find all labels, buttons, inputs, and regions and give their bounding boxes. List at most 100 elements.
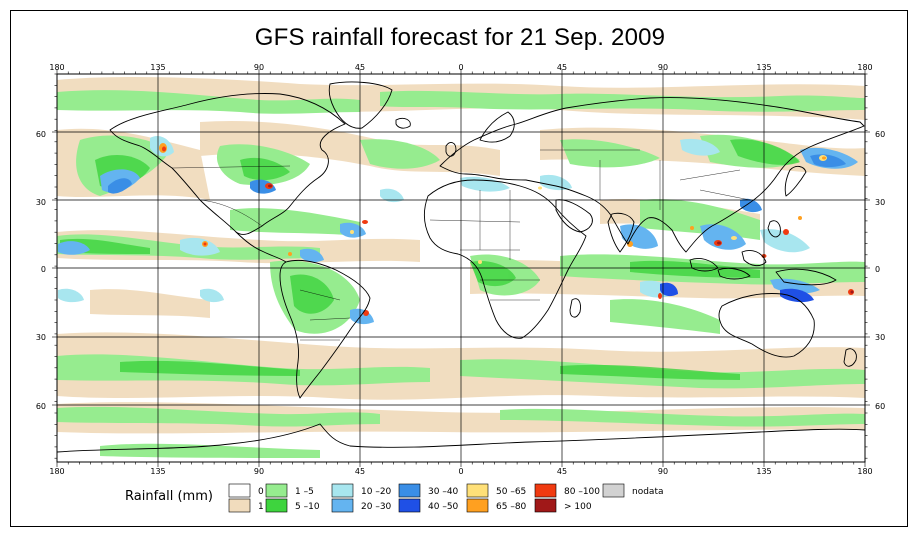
lon-label: 90 — [658, 63, 668, 72]
legend-swatch — [466, 498, 489, 513]
lat-label: 0 — [875, 265, 880, 274]
japan-outline — [784, 165, 807, 197]
lon-label: 90 — [254, 63, 264, 72]
legend-swatch — [534, 498, 557, 513]
legend-label: 65 –80 — [496, 502, 527, 512]
lon-label: 45 — [557, 467, 567, 476]
legend-swatch — [466, 483, 489, 498]
legend-item: nodata — [602, 483, 663, 498]
lat-label: 60 — [36, 130, 46, 139]
legend-label: > 100 — [564, 502, 592, 512]
lon-label: 180 — [857, 63, 872, 72]
lon-label: 135 — [150, 467, 165, 476]
legend-label: 5 –10 — [295, 502, 320, 512]
lat-label: 30 — [875, 198, 885, 207]
legend-swatch — [228, 498, 251, 513]
legend-label: 1 –5 — [295, 487, 314, 497]
india-outline — [607, 212, 635, 253]
coastlines — [57, 81, 865, 453]
borneo-outline — [741, 250, 767, 267]
lon-label: 135 — [756, 63, 771, 72]
lon-label: 180 — [857, 467, 872, 476]
lat-label: 0 — [41, 265, 46, 274]
legend-item: 5 –10 — [265, 498, 320, 513]
new-guinea-outline — [775, 268, 837, 286]
legend-swatch — [228, 483, 251, 498]
legend-label: 80 –100 — [564, 487, 600, 497]
lon-label: 45 — [355, 63, 365, 72]
latitude-labels-right: 60 30 0 30 60 — [875, 130, 885, 411]
lat-label: 60 — [36, 402, 46, 411]
lon-label: 45 — [557, 63, 567, 72]
legend-label: 50 –65 — [496, 487, 526, 497]
lat-label: 30 — [875, 333, 885, 342]
lat-label: 60 — [875, 402, 885, 411]
philippines-outline — [767, 220, 781, 238]
legend-swatch — [331, 498, 354, 513]
legend-label: nodata — [632, 487, 663, 497]
legend-label: 20 –30 — [361, 502, 392, 512]
iceland-outline — [395, 117, 411, 129]
uk-outline — [445, 142, 457, 157]
legend-item: 20 –30 — [331, 498, 392, 513]
rain-heavy-hotspots — [159, 143, 854, 316]
antarctica-outline — [57, 423, 865, 453]
legend-label: 1 — [258, 502, 264, 512]
lon-label: 0 — [458, 467, 463, 476]
legend-swatch — [398, 483, 421, 498]
legend-items: 0 1 1 –5 5 –10 10 –20 20 –30 30 –40 40 –50 50 –6… — [228, 483, 663, 513]
new-zealand-outline — [843, 348, 857, 367]
madagascar-outline — [569, 298, 581, 318]
legend-item: 40 –50 — [398, 498, 459, 513]
legend-label: 40 –50 — [428, 502, 459, 512]
legend-item: 30 –40 — [398, 483, 459, 498]
latitude-labels-left: 60 30 0 30 60 — [36, 130, 46, 411]
lat-label: 30 — [36, 333, 46, 342]
figure-frame — [10, 10, 908, 527]
legend-item: 1 –5 — [265, 483, 314, 498]
greenland-outline — [328, 81, 393, 129]
legend-swatch — [265, 498, 288, 513]
legend-item: 10 –20 — [331, 483, 392, 498]
country-borders — [171, 149, 751, 341]
legend-label: 0 — [258, 487, 264, 497]
rain-10-40mm-areas — [58, 135, 858, 325]
java-outline — [717, 267, 751, 280]
lon-label: 135 — [756, 467, 771, 476]
legend-label: 10 –20 — [361, 487, 392, 497]
legend-item: 0 — [228, 483, 264, 498]
lon-label: 90 — [254, 467, 264, 476]
arabia-outline — [555, 199, 593, 233]
legend-label: 30 –40 — [428, 487, 459, 497]
central-america-outline — [235, 231, 287, 263]
graticule — [57, 74, 865, 462]
legend-item: 65 –80 — [466, 498, 527, 513]
lon-label: 135 — [150, 63, 165, 72]
lat-label: 60 — [875, 130, 885, 139]
longitude-labels-bottom: 180 135 90 45 0 45 90 135 180 — [49, 467, 872, 476]
legend: Rainfall (mm) 0 1 1 –5 5 –10 10 –20 20 –30 30 … — [125, 483, 663, 513]
axis-ticks — [52, 69, 870, 467]
longitude-labels-top: 180 135 90 45 0 45 90 135 180 — [49, 63, 872, 72]
legend-swatch — [602, 483, 625, 498]
lat-label: 30 — [36, 198, 46, 207]
australia-outline — [718, 293, 815, 358]
lon-label: 0 — [458, 63, 463, 72]
africa-outline — [423, 179, 587, 339]
eurasia-outline — [439, 97, 865, 253]
lon-label: 90 — [658, 467, 668, 476]
legend-item: 1 — [228, 498, 264, 513]
legend-swatch — [331, 483, 354, 498]
legend-item: > 100 — [534, 498, 592, 513]
legend-item: 80 –100 — [534, 483, 600, 498]
lon-label: 180 — [49, 467, 64, 476]
page-title: GFS rainfall forecast for 21 Sep. 2009 — [254, 24, 666, 51]
lon-label: 45 — [355, 467, 365, 476]
legend-swatch — [398, 498, 421, 513]
legend-swatch — [265, 483, 288, 498]
lon-label: 180 — [49, 63, 64, 72]
south-america-outline — [279, 259, 371, 399]
scandinavia-outline — [479, 111, 515, 143]
legend-item: 50 –65 — [466, 483, 526, 498]
